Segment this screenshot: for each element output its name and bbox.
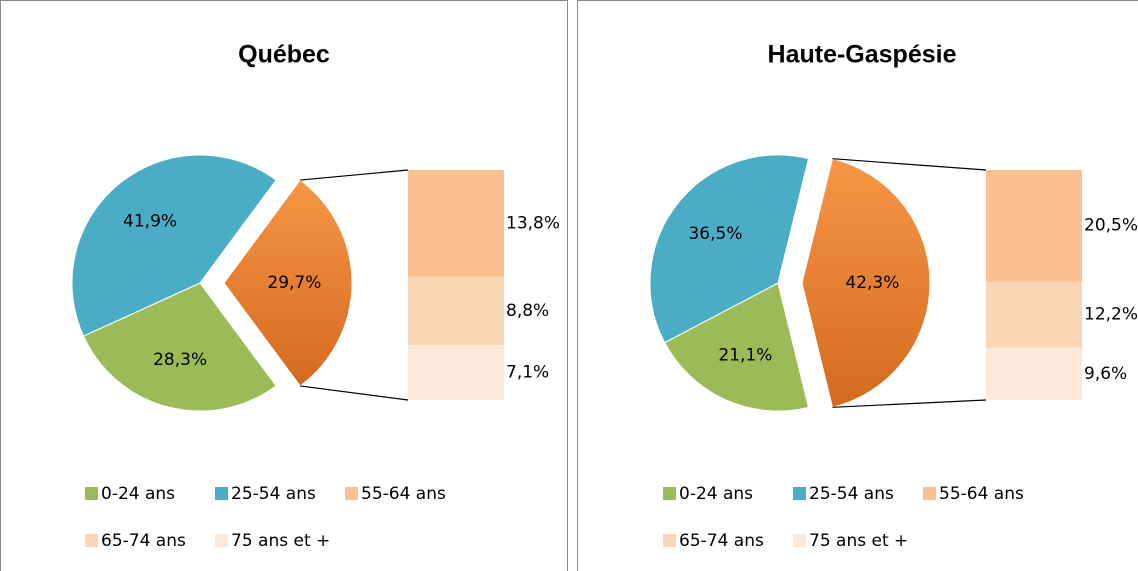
connector <box>300 385 409 401</box>
legend-swatch <box>345 487 358 500</box>
pie-slice <box>649 154 810 344</box>
slice-label: 42,3% <box>845 273 899 293</box>
legend-swatch <box>663 534 676 547</box>
legend-label: 55-64 ans <box>939 484 1024 504</box>
pie-slice <box>82 282 277 412</box>
slice-label: 36,5% <box>688 224 742 244</box>
panel-border <box>577 0 1138 571</box>
pie-slice <box>223 179 353 387</box>
legend-swatch <box>793 487 806 500</box>
legend-label: 25-54 ans <box>231 484 316 504</box>
connector <box>300 169 409 181</box>
pie-slice <box>71 154 277 337</box>
slice-label: 21,1% <box>718 345 772 365</box>
pie-slice <box>801 158 931 408</box>
panel-border <box>0 0 568 571</box>
bar-segment <box>408 276 504 346</box>
pie-slice <box>664 282 810 412</box>
legend-label: 75 ans et + <box>231 531 330 551</box>
legend-swatch <box>663 487 676 500</box>
legend-label: 0-24 ans <box>679 484 753 504</box>
bar-label: 7,1% <box>506 363 549 383</box>
legend-label: 0-24 ans <box>101 484 175 504</box>
legend-swatch <box>923 487 936 500</box>
legend-swatch <box>215 534 228 547</box>
bar-label: 9,6% <box>1084 364 1127 384</box>
legend-swatch <box>85 487 98 500</box>
legend-swatch <box>215 487 228 500</box>
slice-label: 41,9% <box>123 211 177 231</box>
legend-label: 75 ans et + <box>809 531 908 551</box>
bar-segment <box>986 170 1082 282</box>
bar-label: 8,8% <box>506 301 549 321</box>
bar-label: 13,8% <box>506 213 560 233</box>
connector <box>832 399 987 408</box>
chart-title: Haute-Gaspésie <box>768 41 957 69</box>
legend-swatch <box>793 534 806 547</box>
legend-label: 55-64 ans <box>361 484 446 504</box>
chart-title: Québec <box>238 41 330 69</box>
bar-segment <box>408 170 504 277</box>
bar-segment <box>986 347 1082 400</box>
bar-label: 12,2% <box>1084 305 1138 325</box>
slice-label: 29,7% <box>267 273 321 293</box>
legend-label: 65-74 ans <box>679 531 764 551</box>
bar-segment <box>986 281 1082 348</box>
bar-label: 20,5% <box>1084 216 1138 236</box>
legend-label: 25-54 ans <box>809 484 894 504</box>
connector <box>832 158 987 171</box>
bar-segment <box>408 345 504 400</box>
legend-label: 65-74 ans <box>101 531 186 551</box>
legend-swatch <box>85 534 98 547</box>
slice-label: 28,3% <box>153 350 207 370</box>
